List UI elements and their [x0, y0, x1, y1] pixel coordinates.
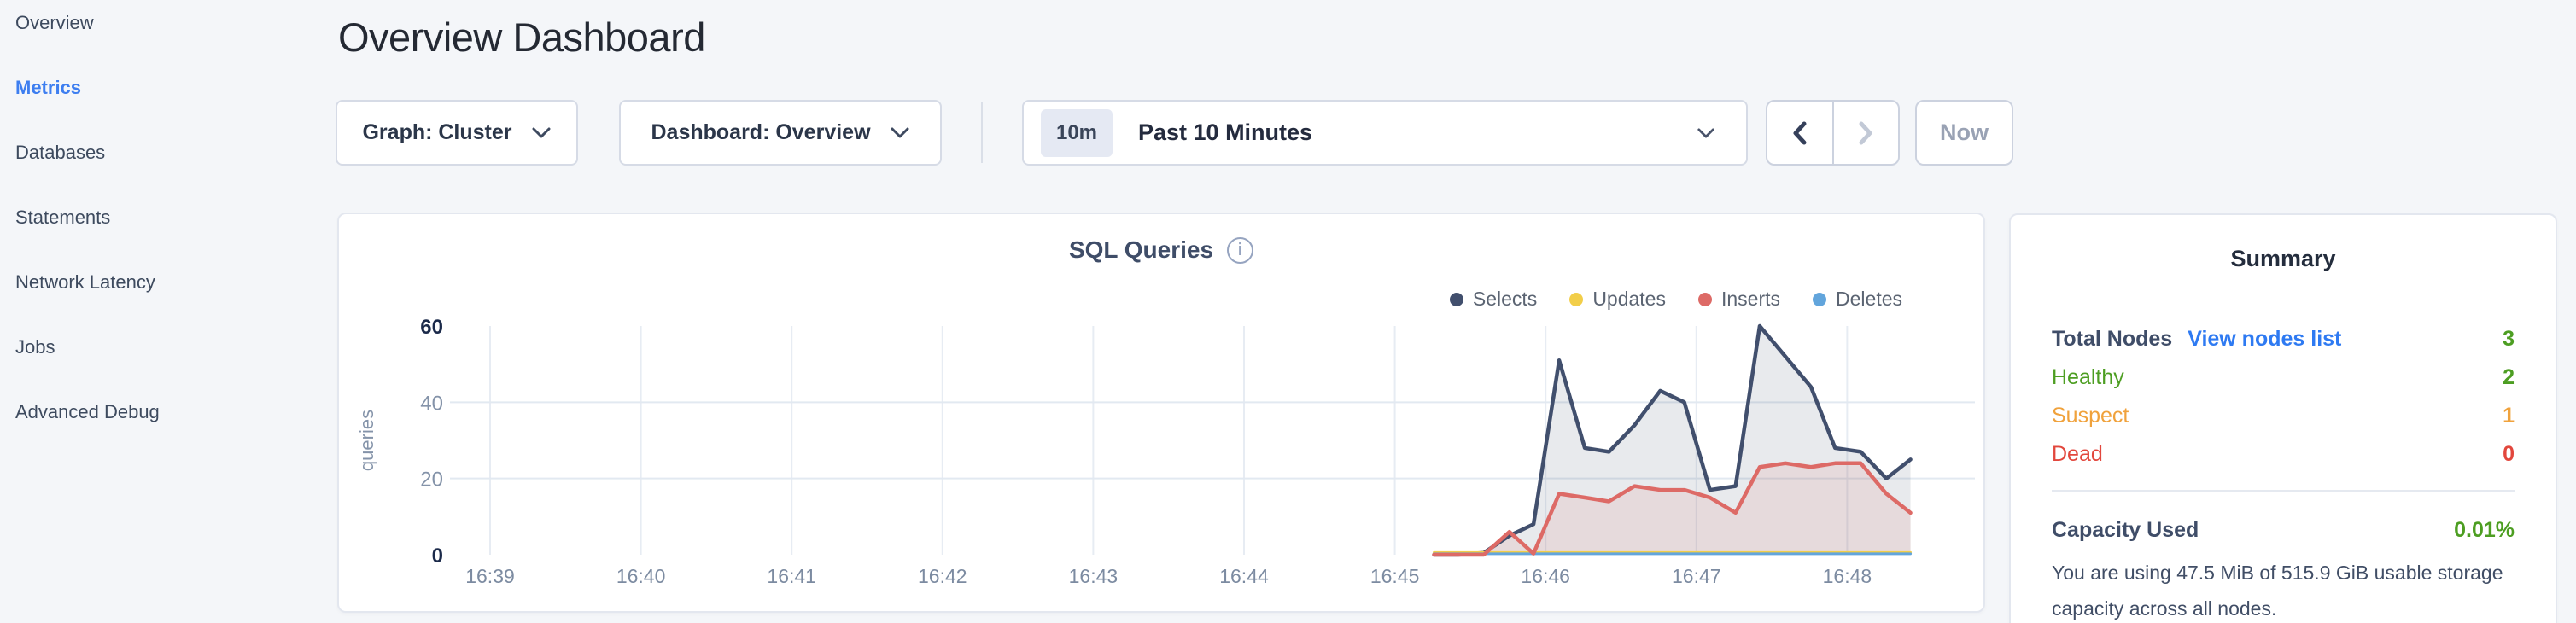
sql-queries-chart-card: SQL Queries i Selects Updates Inserts Delet… — [337, 213, 1985, 613]
chevron-down-icon — [891, 127, 909, 138]
sidebar-item-metrics[interactable]: Metrics — [15, 77, 82, 98]
chevron-left-icon — [1793, 121, 1807, 144]
svg-text:16:45: 16:45 — [1370, 565, 1420, 587]
legend-label: Deletes — [1836, 288, 1902, 310]
selects-legend-dot-icon — [1449, 292, 1463, 306]
info-icon[interactable]: i — [1227, 236, 1254, 264]
healthy-nodes-row: Healthy 2 — [2052, 363, 2515, 392]
legend-label: Selects — [1472, 288, 1538, 310]
svg-text:16:46: 16:46 — [1521, 565, 1570, 587]
chart-title-row: SQL Queries i — [339, 236, 1983, 264]
now-button[interactable]: Now — [1915, 100, 2013, 166]
dashboard-label: Dashboard: Overview — [651, 120, 871, 144]
legend-item-updates: Updates — [1569, 288, 1666, 311]
dead-nodes-row: Dead 0 — [2052, 440, 2515, 469]
time-step-back-button[interactable] — [1767, 102, 1832, 164]
summary-panel: Summary Total Nodes View nodes list 3 He… — [2009, 213, 2557, 623]
svg-text:16:48: 16:48 — [1823, 565, 1872, 587]
sidebar-item-network-latency[interactable]: Network Latency — [15, 271, 155, 293]
graph-scope-dropdown[interactable]: Graph: Cluster — [336, 100, 578, 166]
dead-value: 0 — [2503, 442, 2515, 466]
svg-text:40: 40 — [420, 392, 443, 415]
time-range-badge: 10m — [1041, 108, 1113, 157]
svg-text:16:43: 16:43 — [1069, 565, 1119, 587]
chevron-down-icon — [1697, 128, 1714, 137]
suspect-label: Suspect — [2052, 404, 2129, 428]
chart-legend: Selects Updates Inserts Deletes — [1449, 288, 1902, 311]
sql-queries-chart[interactable]: 16:39 16:40 16:41 16:42 16:43 16:44 16:45 16:46… — [339, 214, 1987, 614]
capacity-used-row: Capacity Used 0.01% — [2052, 515, 2515, 544]
healthy-label: Healthy — [2052, 365, 2124, 389]
dashboard-dropdown[interactable]: Dashboard: Overview — [619, 100, 942, 166]
updates-legend-dot-icon — [1569, 292, 1584, 306]
suspect-value: 1 — [2503, 404, 2515, 428]
legend-item-selects: Selects — [1449, 288, 1538, 311]
sidebar-item-overview[interactable]: Overview — [15, 12, 94, 33]
suspect-nodes-row: Suspect 1 — [2052, 401, 2515, 430]
capacity-used-value: 0.01% — [2454, 518, 2515, 542]
healthy-value: 2 — [2503, 365, 2515, 389]
svg-text:16:40: 16:40 — [616, 565, 666, 587]
time-range-label: Past 10 Minutes — [1138, 119, 1313, 145]
chart-title: SQL Queries — [1068, 236, 1214, 263]
time-range-dropdown[interactable]: 10m Past 10 Minutes — [1022, 100, 1748, 166]
graph-scope-label: Graph: Cluster — [362, 120, 512, 144]
legend-item-deletes: Deletes — [1813, 288, 1902, 311]
svg-text:16:42: 16:42 — [918, 565, 967, 587]
capacity-used-label: Capacity Used — [2052, 518, 2199, 542]
svg-text:16:41: 16:41 — [767, 565, 816, 587]
capacity-description: You are using 47.5 MiB of 515.9 GiB usab… — [2052, 562, 2503, 620]
svg-text:queries: queries — [356, 410, 377, 471]
sidebar-item-databases[interactable]: Databases — [15, 142, 106, 163]
controls-divider — [981, 102, 983, 163]
svg-text:16:39: 16:39 — [465, 565, 515, 587]
svg-text:0: 0 — [432, 544, 443, 568]
summary-divider — [2052, 490, 2515, 492]
svg-text:20: 20 — [420, 469, 443, 492]
legend-item-inserts: Inserts — [1697, 288, 1781, 311]
legend-label: Inserts — [1720, 288, 1781, 310]
page-title: Overview Dashboard — [338, 15, 705, 60]
total-nodes-value: 3 — [2503, 327, 2515, 351]
dead-label: Dead — [2052, 442, 2103, 466]
chevron-right-icon — [1859, 121, 1872, 144]
summary-heading: Summary — [2230, 246, 2336, 271]
chevron-down-icon — [532, 127, 551, 138]
time-step-button-group — [1766, 100, 1900, 166]
sidebar-item-advanced-debug[interactable]: Advanced Debug — [15, 401, 160, 422]
total-nodes-label: Total Nodes — [2052, 327, 2173, 351]
svg-text:16:44: 16:44 — [1219, 565, 1269, 587]
now-button-label: Now — [1940, 119, 1989, 145]
svg-text:16:47: 16:47 — [1672, 565, 1721, 587]
sidebar-nav: Overview Metrics Databases Statements Ne… — [15, 10, 323, 464]
deletes-legend-dot-icon — [1813, 292, 1827, 306]
legend-label: Updates — [1592, 288, 1666, 310]
sidebar-item-jobs[interactable]: Jobs — [15, 336, 55, 358]
sidebar-item-statements[interactable]: Statements — [15, 207, 111, 228]
view-nodes-list-link[interactable]: View nodes list — [2188, 327, 2342, 351]
svg-text:60: 60 — [420, 316, 443, 339]
inserts-legend-dot-icon — [1697, 292, 1712, 306]
total-nodes-row: Total Nodes View nodes list 3 — [2052, 324, 2515, 353]
time-step-forward-button[interactable] — [1831, 102, 1899, 164]
